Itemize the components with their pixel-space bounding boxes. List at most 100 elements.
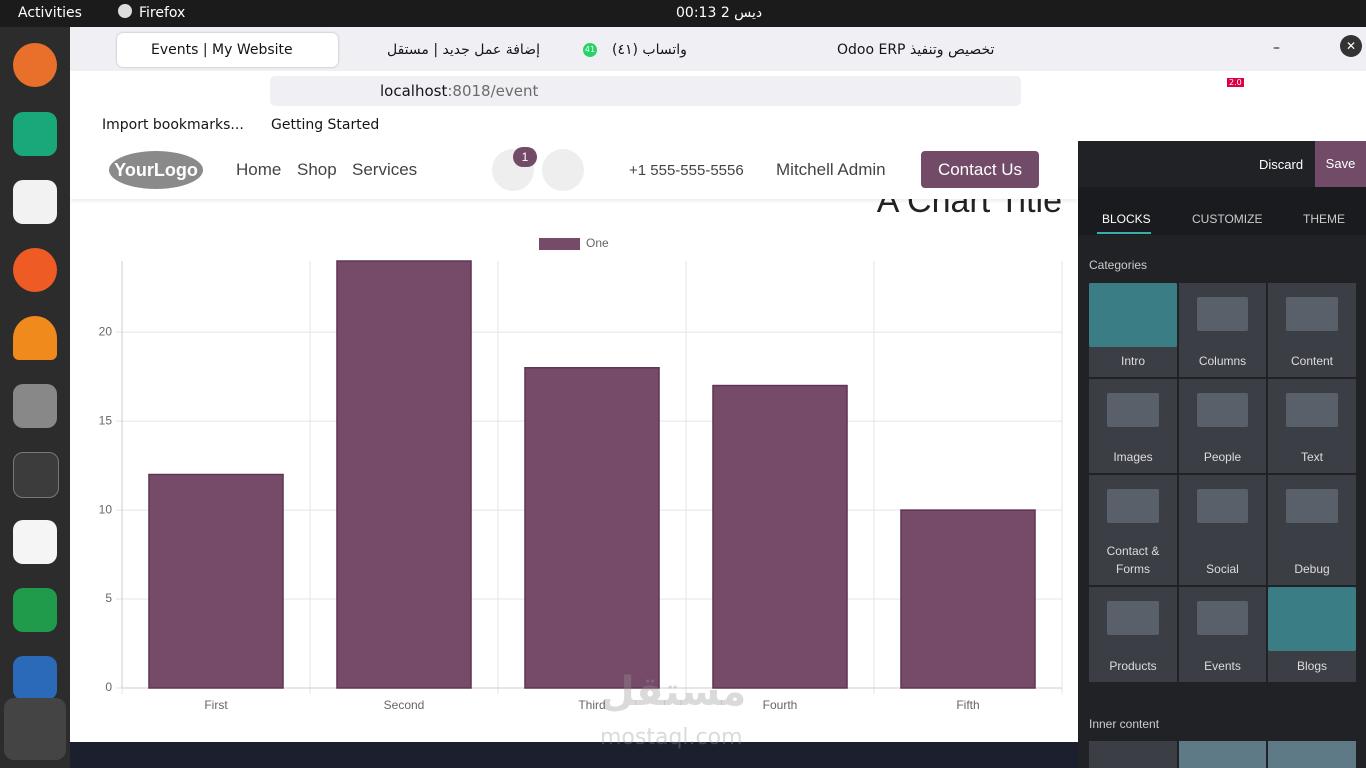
block-label: Debug: [1294, 562, 1330, 576]
clock[interactable]: ديس 2 00:13: [676, 5, 763, 21]
watermark: مستقل: [600, 669, 747, 715]
bar: [148, 473, 284, 689]
site-header: YourLogo Home Shop Services 1 +1 555-555…: [70, 141, 1078, 199]
block-preview: [1197, 601, 1248, 635]
block-tile[interactable]: Content: [1268, 283, 1356, 377]
pycharm-icon[interactable]: [13, 112, 57, 156]
files-icon[interactable]: [13, 384, 57, 428]
bar: [336, 260, 472, 689]
menu-item[interactable]: Home: [236, 160, 282, 179]
tab[interactable]: 41 واتساب (٤١): [578, 33, 778, 67]
search-button[interactable]: [542, 149, 584, 191]
firefox-icon[interactable]: [13, 43, 57, 87]
block-tile[interactable]: Text: [1268, 379, 1356, 473]
block-label: Images: [1113, 450, 1153, 464]
block-tile[interactable]: Columns: [1179, 283, 1266, 377]
block-label: Blogs: [1296, 659, 1328, 673]
block-tile[interactable]: Debug: [1268, 475, 1356, 585]
y-tick-label: 15: [99, 413, 113, 427]
activities[interactable]: Activities: [18, 5, 82, 21]
block-tile[interactable]: Blogs: [1268, 587, 1356, 682]
editor-icon[interactable]: [13, 520, 57, 564]
block-label: Intro: [1120, 354, 1145, 368]
tab[interactable]: Odoo ERP تخصيص وتنفيذ: [803, 33, 1003, 67]
block-tile[interactable]: Products: [1089, 587, 1177, 682]
site-footer: [70, 742, 1078, 768]
cart-count: 1: [513, 147, 537, 167]
x-tick-label: First: [204, 698, 228, 712]
block-preview: [1286, 489, 1338, 523]
url-path: :8018/event: [447, 82, 539, 100]
block-preview: [1268, 587, 1356, 651]
block-tile[interactable]: Images: [1089, 379, 1177, 473]
legend-label: One: [586, 236, 609, 250]
block-label: People: [1203, 450, 1242, 464]
bookmark[interactable]: Import bookmarks...: [102, 117, 244, 133]
system-bar: Activities Firefox ديس 2 00:13: [0, 0, 1366, 27]
bar: [900, 509, 1036, 689]
x-tick-label: Fourth: [763, 698, 798, 712]
x-tick-label: Second: [384, 698, 425, 712]
tab[interactable]: إضافة عمل جديد | مستقل: [353, 33, 553, 67]
cta-button[interactable]: Contact Us: [921, 151, 1039, 188]
chart: A Chart Title 0 5 10 15 20 One First Second Thir…: [99, 199, 1063, 712]
logo[interactable]: YourLogo: [109, 151, 203, 189]
extension-badge: 2.0: [1227, 78, 1244, 87]
tab-title: Odoo ERP تخصيص وتنفيذ: [837, 42, 995, 58]
tab-bar: Events | My Website إضافة عمل جديد | مست…: [70, 27, 1366, 71]
menu-item[interactable]: Shop: [297, 160, 337, 179]
vlc-icon[interactable]: [13, 316, 57, 360]
block-preview: [1286, 393, 1338, 427]
user-menu[interactable]: Mitchell Admin: [776, 160, 886, 179]
chart-title: A Chart Title: [877, 199, 1062, 220]
bookmark[interactable]: Getting Started: [271, 117, 380, 133]
apps-grid[interactable]: [4, 698, 66, 760]
y-tick-label: 20: [99, 324, 113, 338]
menu-item[interactable]: Services: [352, 160, 418, 179]
panel-tab[interactable]: CUSTOMIZE: [1192, 212, 1263, 226]
discard-button[interactable]: Discard: [1259, 157, 1304, 172]
legend-swatch: [539, 238, 580, 250]
save-button[interactable]: Save: [1315, 141, 1366, 187]
block-label: Products: [1109, 659, 1157, 673]
block-label: Columns: [1198, 354, 1247, 368]
block-label: Social: [1206, 562, 1239, 576]
app-name: Firefox: [139, 5, 186, 21]
editor-panel: Discard Save BLOCKS CUSTOMIZE THEME Cate…: [1078, 141, 1366, 768]
terminal-icon[interactable]: [13, 452, 59, 498]
phone[interactable]: +1 555-555-5556: [629, 162, 744, 179]
block-tile[interactable]: People: [1179, 379, 1266, 473]
postman-icon[interactable]: [13, 248, 57, 292]
block-tile[interactable]: Events: [1179, 587, 1266, 682]
y-tick-label: 5: [105, 591, 112, 605]
panel-tab[interactable]: BLOCKS: [1102, 212, 1151, 226]
block-preview: [1107, 601, 1159, 635]
block-preview: [1197, 489, 1248, 523]
url-bar[interactable]: localhost:8018/event: [270, 76, 1021, 106]
block-tile[interactable]: Contact & Forms: [1089, 475, 1177, 585]
block-preview: [1286, 297, 1338, 331]
website: YourLogo Home Shop Services 1 +1 555-555…: [70, 141, 1078, 768]
bar: [712, 384, 848, 689]
x-tick-label: Fifth: [956, 698, 979, 712]
block-preview: [1089, 283, 1177, 347]
block-label: Text: [1300, 450, 1323, 464]
tab[interactable]: Events | My Website: [117, 33, 338, 67]
section-label: Inner content: [1089, 717, 1160, 731]
app-icon[interactable]: [13, 180, 57, 224]
block-tile[interactable]: Social: [1179, 475, 1266, 585]
tab-title: واتساب (٤١): [612, 42, 687, 58]
writer-icon[interactable]: [13, 656, 57, 700]
block-tile[interactable]: Intro: [1089, 283, 1177, 377]
bookmarks-bar: Import bookmarks... Getting Started: [70, 110, 1366, 142]
block-preview: [1107, 393, 1159, 427]
url-host: localhost: [380, 82, 448, 100]
block-preview: [1197, 297, 1248, 331]
y-tick-label: 0: [105, 680, 112, 694]
tab-title: Events | My Website: [151, 42, 293, 58]
y-tick-label: 10: [99, 502, 113, 516]
calc-icon[interactable]: [13, 588, 57, 632]
panel-tab[interactable]: THEME: [1303, 212, 1345, 226]
tab-badge: 41: [583, 43, 597, 57]
